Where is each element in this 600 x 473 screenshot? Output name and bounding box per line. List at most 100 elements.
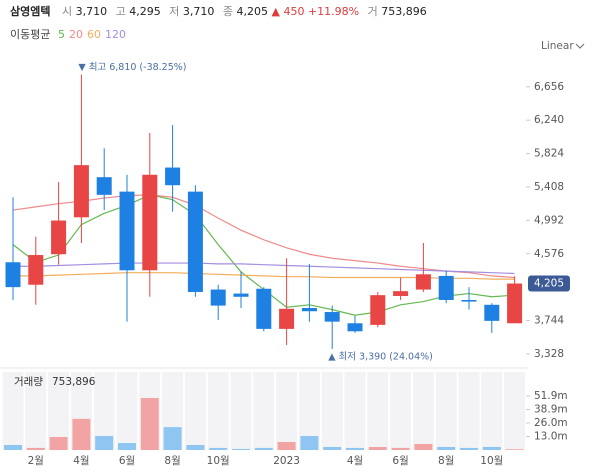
y-tick-label: 3,744 [534,315,564,327]
x-tick-label: 10월 [207,455,230,467]
volume-bar [232,448,250,450]
volume-bar [505,449,524,450]
high-value: 4,295 [129,5,161,18]
candle-body [119,191,135,271]
volume-bar [368,446,387,450]
legend-entry[interactable]: 60 [86,28,101,41]
candle-body [187,191,203,292]
volume-title-value: 753,896 [52,376,96,388]
x-tick-label: 8월 [438,455,454,467]
candle-body [51,220,67,255]
volume-label: 거 [367,5,378,18]
volume-column-bg [2,372,24,450]
volume-column-bg [253,372,275,450]
candle-body [484,304,500,321]
volume-column-bg [207,372,229,450]
volume-bar [300,435,319,450]
volume-column-bg [481,372,503,450]
price-tag [528,275,570,292]
legend-entry[interactable]: 5 [57,28,65,41]
moving-average-line [13,272,515,280]
candle-body [461,299,477,302]
close-label: 종 [222,5,233,18]
volume-bar [72,418,91,450]
ma-legend: 이동평균 5 20 60 120 [10,26,126,42]
y-tick-label: 4,992 [534,214,564,226]
x-tick-label: 6월 [119,455,135,467]
volume-bar [437,446,456,450]
x-tick-label: 8월 [164,455,180,467]
legend-entry[interactable]: 20 [68,28,83,41]
moving-average-line [12,194,515,279]
candle-body [301,308,317,312]
volume-column-bg [367,372,389,450]
y-tick-label: 5,408 [534,181,564,193]
y-tick-label: 6,656 [534,81,564,93]
volume-bar [323,446,342,450]
volume-column-bg [93,372,115,450]
volume-column-bg [230,372,252,450]
open-value: 3,710 [75,5,108,18]
open-label: 시 [61,5,73,18]
candle-body [96,177,112,195]
volume-bar [482,446,501,450]
volume-column-bg [504,372,526,450]
volume-column-bg [390,372,412,450]
close-value: 4,205 [236,5,268,18]
volume-bar [95,435,114,450]
volume-column-bg [184,372,206,450]
low-value: 3,710 [182,5,215,18]
candle-body [256,288,272,329]
volume-bar [140,398,159,450]
change: ▲ 450 [271,5,305,18]
candle-body [507,283,523,324]
high-label: 고 [115,5,126,18]
volume-bar [4,445,22,450]
y-tick-label: 3,328 [534,348,564,360]
low-label: 저 [169,5,180,18]
volume-bar [391,447,410,450]
y-tick-label: 13.0m [534,430,568,442]
volume-bar [277,441,296,450]
y-tick-label: 51.9m [534,390,568,402]
candle-body [73,165,89,218]
candle-body [279,308,295,329]
candle-body [370,295,386,325]
stock-name: 삼영엠텍 [10,5,51,18]
volume-bar [414,443,433,450]
y-tick-label: 4,576 [534,248,564,260]
x-tick-label: 2023 [273,455,300,467]
moving-average-line [13,262,515,275]
candle-body [28,255,44,285]
scale-mode[interactable]: Linear [541,40,574,52]
volume-column-bg [116,372,138,450]
volume-column-bg [412,372,434,450]
candle-body [142,174,158,271]
volume-bar [163,427,182,450]
scale-dropdown-icon[interactable] [575,43,585,49]
y-tick-label: 38.9m [534,404,568,416]
y-tick-label: 5,824 [534,148,564,160]
candle-body [165,167,181,186]
quote-header: 삼영엠텍 시 3,710 고 4,295 저 3,710 종 4,205 ▲ 4… [10,3,427,19]
y-tick-label: 26.0m [534,417,568,429]
volume-bar [49,437,68,450]
volume-column-bg [435,372,457,450]
y-tick-label: 6,240 [534,114,564,126]
candle-body [415,274,431,290]
volume-column-bg [298,372,320,450]
volume-bar [26,447,45,450]
volume-title: 거래량 [14,376,43,388]
price-tag-label: 4,205 [534,278,564,290]
volume-column-bg [458,372,480,450]
volume-bar [209,447,228,450]
change-pct: +11.98% [307,5,360,18]
low-annotation: ▲ 최저 3,390 (24.04%) [328,351,433,362]
high-annotation: ▼ 최고 6,810 (-38.25%) [78,62,186,73]
candle-body [438,275,454,300]
volume-bar [346,447,364,450]
volume-column-bg [25,372,47,450]
legend-entry[interactable]: 120 [104,28,126,41]
